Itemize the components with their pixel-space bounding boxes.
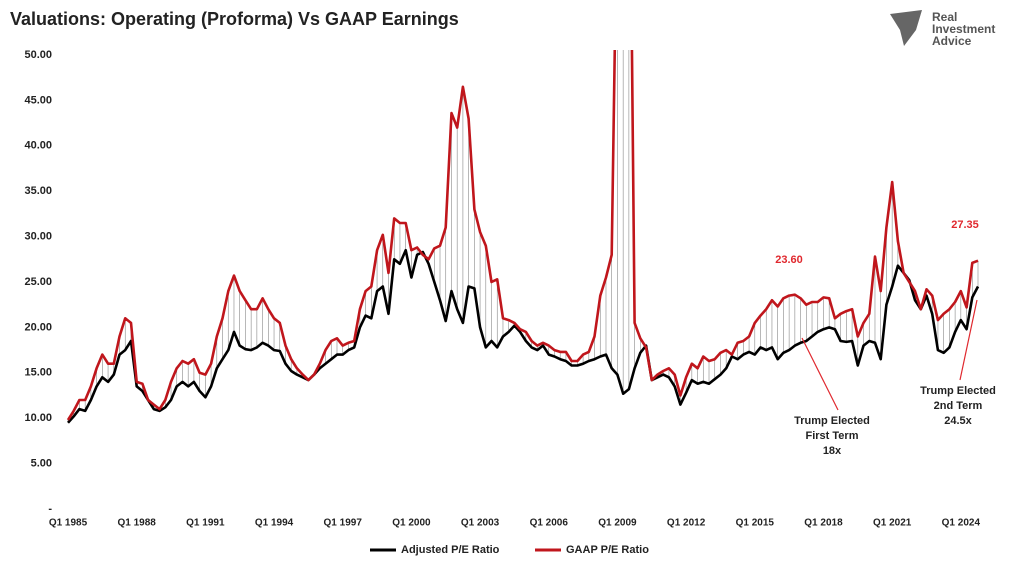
y-tick-label: 40.00 [24,140,52,152]
pointer [801,337,839,411]
legend-label: Adjusted P/E Ratio [401,544,500,556]
x-tick-label: Q1 2009 [598,518,637,529]
x-tick-label: Q1 2012 [667,518,706,529]
x-tick-label: Q1 1994 [255,518,294,529]
annotation: 24.5x [944,415,972,427]
annotation: 18x [823,445,842,457]
x-tick-label: Q1 2006 [530,518,569,529]
x-tick-label: Q1 1991 [186,518,225,529]
annotation: First Term [806,430,859,442]
x-tick-label: Q1 2003 [461,518,500,529]
annotation: Trump Elected [794,415,870,427]
y-tick-label: 50.00 [24,49,52,61]
plot-area [66,50,980,424]
y-tick-label: 5.00 [31,458,52,470]
y-tick-label: - [48,503,52,515]
annotation: 2nd Term [934,400,983,412]
series-line [67,248,980,424]
x-tick-label: Q1 2015 [736,518,775,529]
y-tick-label: 35.00 [24,185,52,197]
logo-text: Real [932,10,957,24]
y-tick-label: 10.00 [24,412,52,424]
series-line [66,50,979,421]
x-tick-label: Q1 1988 [117,518,156,529]
x-tick-label: Q1 1985 [49,518,88,529]
x-tick-label: Q1 2024 [942,518,981,529]
y-tick-label: 30.00 [24,231,52,243]
x-tick-label: Q1 2018 [804,518,843,529]
y-tick-label: 20.00 [24,321,52,333]
chart-title: Valuations: Operating (Proforma) Vs GAAP… [10,9,459,29]
y-tick-label: 15.00 [24,367,52,379]
y-tick-label: 25.00 [24,276,52,288]
logo-icon [890,10,922,46]
logo-text: Advice [932,34,972,48]
x-tick-label: Q1 2021 [873,518,912,529]
pointer [959,299,978,381]
y-tick-label: 45.00 [24,94,52,106]
x-tick-label: Q1 2000 [392,518,431,529]
annotation: Trump Elected [920,385,996,397]
data-label: 27.35 [951,219,979,231]
data-label: 23.60 [775,254,803,266]
legend-label: GAAP P/E Ratio [566,544,649,556]
x-tick-label: Q1 1997 [324,518,363,529]
logo-text: Investment [932,22,995,36]
